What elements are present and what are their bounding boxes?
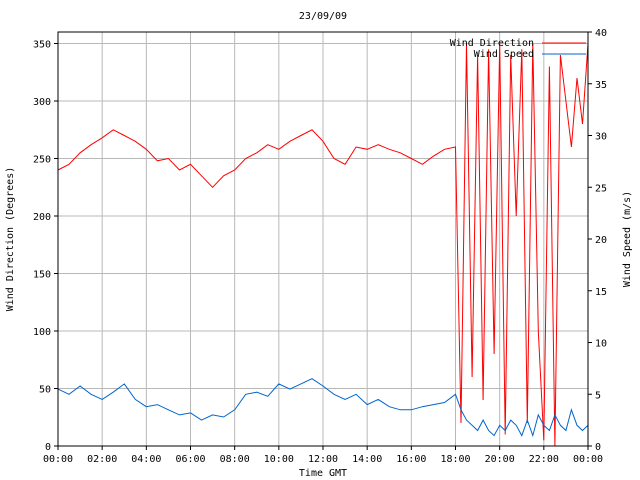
y-left-tick-label: 250 [33,155,51,166]
y-left-tick-label: 100 [33,327,51,338]
y-right-tick-label: 25 [595,183,607,194]
x-tick-label: 08:00 [220,454,250,465]
grid-lines [58,32,588,446]
x-tick-label: 16:00 [396,454,426,465]
x-tick-label: 04:00 [131,454,161,465]
y-right-tick-label: 20 [595,235,607,246]
y-right-tick-label: 10 [595,339,607,350]
x-tick-label: 10:00 [264,454,294,465]
y-left-axis-label: Wind Direction (Degrees) [5,167,16,312]
y-right-axis-label: Wind Speed (m/s) [622,191,633,287]
x-tick-label: 22:00 [529,454,559,465]
x-tick-label: 00:00 [43,454,73,465]
x-tick-label: 02:00 [87,454,117,465]
y-left-tick-label: 150 [33,270,51,281]
y-right-tick-label: 40 [595,28,607,39]
x-tick-label: 06:00 [175,454,205,465]
x-tick-label: 00:00 [573,454,603,465]
y-right-tick-label: 0 [595,442,601,453]
series-line-wind-speed [57,378,589,438]
x-tick-label: 20:00 [485,454,515,465]
chart-title: 23/09/09 [299,11,347,22]
y-left-tick-label: 350 [33,40,51,51]
x-tick-label: 18:00 [440,454,470,465]
x-tick-label: 12:00 [308,454,338,465]
x-axis-label: Time GMT [299,468,347,479]
series-layer [57,43,589,447]
y-left-tick-label: 300 [33,97,51,108]
y-right-tick-label: 30 [595,132,607,143]
axis-ticks [54,31,592,450]
y-left-tick-label: 50 [39,385,51,396]
y-left-tick-label: 200 [33,212,51,223]
legend-label-wind-speed: Wind Speed [474,49,534,60]
legend: Wind Direction Wind Speed [450,38,586,60]
y-right-tick-label: 15 [595,287,607,298]
tick-labels: 00:00 02:00 04:00 06:00 08:00 10:00 12:00 14:00… [33,28,607,465]
y-right-tick-label: 5 [595,390,601,401]
y-right-tick-label: 35 [595,80,607,91]
legend-label-wind-direction: Wind Direction [450,38,534,49]
series-line-wind-direction [57,43,589,447]
y-left-tick-label: 0 [45,442,51,453]
x-tick-label: 14:00 [352,454,382,465]
